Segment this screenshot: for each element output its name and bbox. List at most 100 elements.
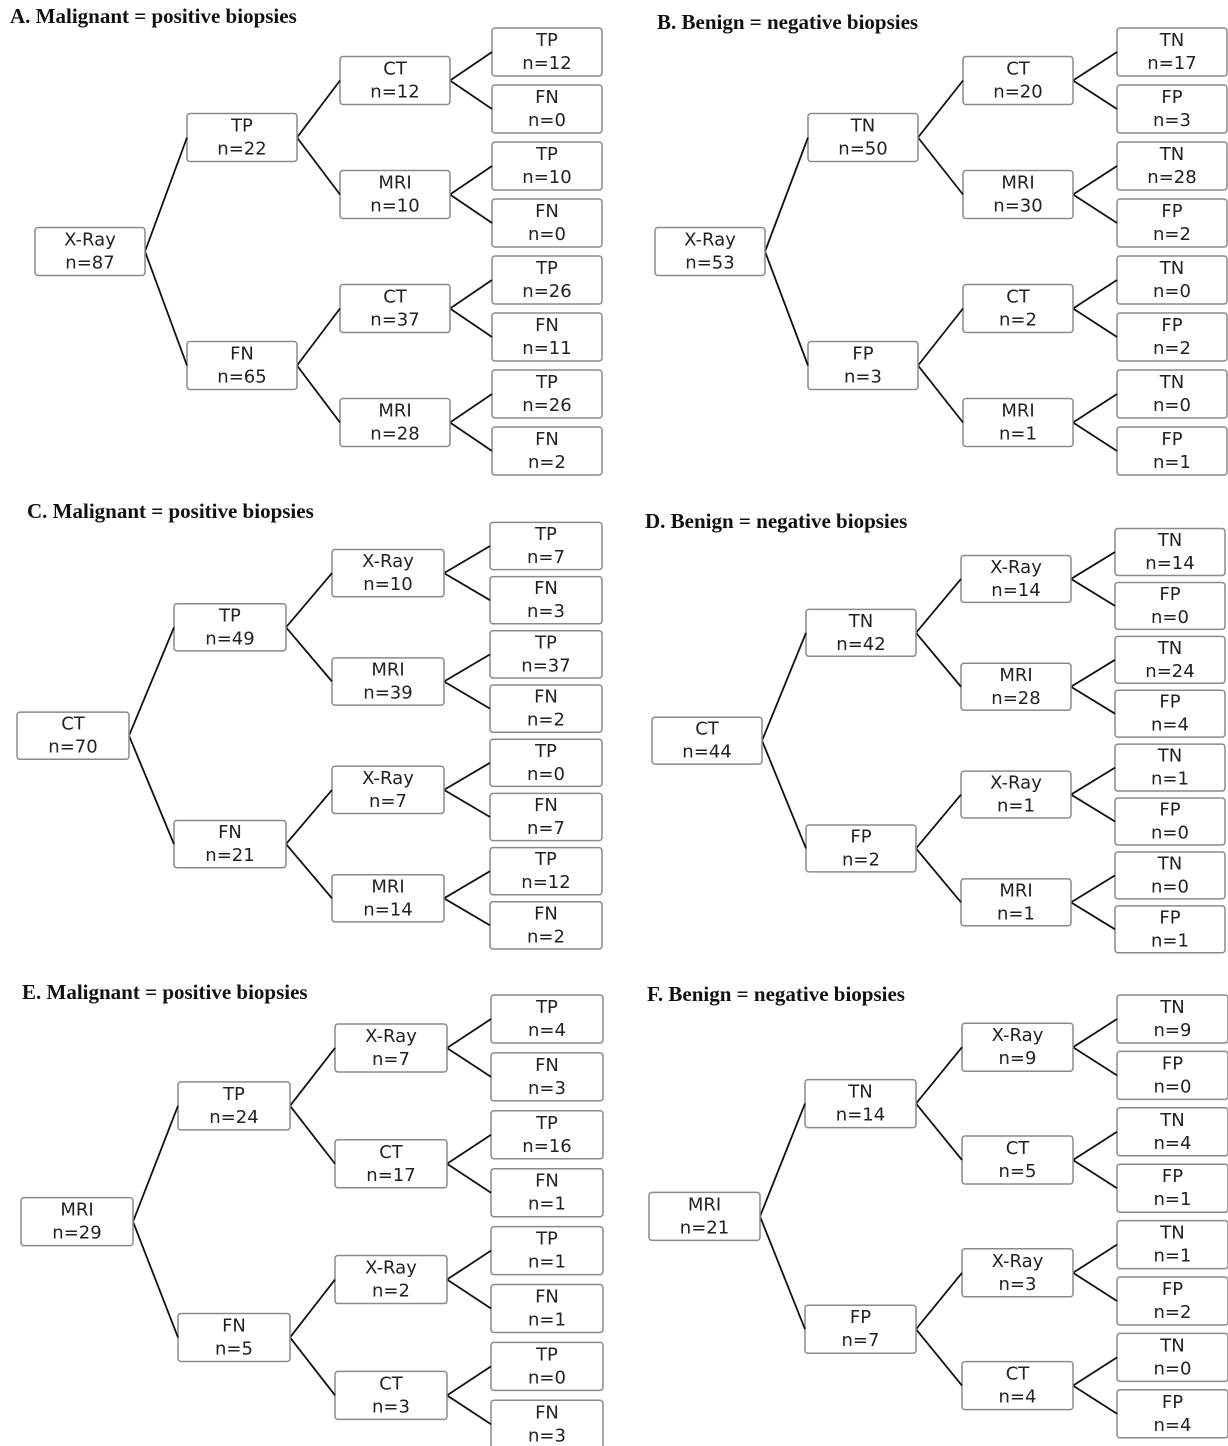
edge	[1072, 1159, 1118, 1189]
node-label: TN	[850, 116, 875, 137]
node-label: FP	[850, 826, 871, 847]
edge	[915, 847, 962, 903]
edge	[1072, 279, 1118, 310]
node-label: TP	[535, 1344, 558, 1365]
edge	[443, 680, 491, 710]
node-label: TN	[1157, 638, 1182, 659]
node-label: X-Ray	[365, 1258, 417, 1279]
node-count: n=7	[527, 547, 565, 568]
node-label: X-Ray	[990, 557, 1042, 578]
node-label: CT	[383, 287, 408, 308]
edge	[1072, 1243, 1118, 1274]
node-count: n=37	[521, 655, 570, 676]
node-label: FP	[1161, 87, 1182, 108]
node-label: TP	[535, 258, 558, 279]
node-label: FN	[535, 1402, 559, 1423]
node-box	[654, 226, 766, 277]
node-count: n=12	[521, 872, 570, 893]
node-label: TN	[1159, 1110, 1184, 1131]
node-count: n=1	[999, 424, 1037, 445]
edge	[1070, 551, 1116, 580]
node-count: n=7	[842, 1330, 880, 1351]
edge	[1072, 193, 1118, 224]
node-label: FP	[1159, 692, 1180, 713]
node-label: MRI	[378, 173, 411, 194]
edge	[132, 1105, 179, 1222]
node-count: n=3	[372, 1396, 410, 1417]
node-count: n=24	[209, 1107, 258, 1128]
node-label: FN	[535, 1055, 559, 1076]
edge	[1070, 685, 1116, 715]
edge	[917, 79, 964, 139]
node-count: n=3	[1153, 110, 1191, 131]
node-count: n=10	[363, 574, 412, 595]
node-label: CT	[61, 714, 86, 735]
edge	[289, 1336, 336, 1396]
node-count: n=20	[993, 82, 1042, 103]
edge	[443, 789, 491, 818]
node-label: TP	[534, 524, 557, 545]
node-label: CT	[1006, 59, 1031, 80]
edge	[285, 789, 333, 845]
node-label: FP	[1162, 1279, 1183, 1300]
edge	[1072, 79, 1118, 110]
node-count: n=12	[522, 53, 571, 74]
node-count: n=4	[528, 1020, 566, 1041]
node-label: TP	[535, 1229, 558, 1250]
node-count: n=1	[1154, 1246, 1192, 1267]
node-count: n=2	[527, 926, 565, 947]
edge	[449, 51, 493, 82]
node-label: FN	[218, 822, 242, 843]
node-label: MRI	[371, 876, 404, 897]
edge	[443, 762, 491, 791]
node-count: n=17	[1147, 53, 1196, 74]
node-label: FN	[535, 1287, 559, 1308]
node-label: X-Ray	[992, 1025, 1044, 1046]
node-count: n=0	[1153, 395, 1191, 416]
node-count: n=2	[528, 452, 566, 473]
node-count: n=2	[1153, 224, 1191, 245]
edge	[285, 572, 333, 628]
node-label: FP	[1161, 429, 1182, 450]
edge	[1070, 901, 1116, 931]
node-label: TN	[1159, 1223, 1184, 1244]
edge	[443, 545, 491, 574]
edge	[915, 1272, 963, 1330]
node-label: FN	[535, 315, 559, 336]
node-box	[489, 630, 603, 679]
node-count: n=87	[65, 253, 114, 274]
edge	[449, 165, 493, 196]
node-label: FN	[230, 344, 254, 365]
node-count: n=1	[1151, 930, 1189, 951]
node-count: n=0	[528, 1367, 566, 1388]
node-count: n=49	[205, 628, 254, 649]
node-count: n=0	[1151, 607, 1189, 628]
edge	[449, 393, 493, 424]
node-count: n=2	[527, 710, 565, 731]
edge	[132, 1221, 179, 1338]
node-count: n=21	[205, 845, 254, 866]
edge	[759, 1216, 806, 1330]
node-label: MRI	[999, 665, 1032, 686]
node-label: CT	[695, 719, 720, 740]
node-label: FN	[535, 201, 559, 222]
node-label: FP	[850, 1307, 871, 1328]
node-label: X-Ray	[362, 551, 414, 572]
edge	[289, 1105, 336, 1165]
edge	[446, 1278, 492, 1310]
node-count: n=1	[528, 1194, 566, 1215]
node-label: X-Ray	[365, 1026, 417, 1047]
node-count: n=1	[997, 903, 1035, 924]
node-label: TN	[1159, 997, 1184, 1018]
node-count: n=0	[527, 764, 565, 785]
node-label: CT	[379, 1142, 404, 1163]
node-count: n=30	[993, 196, 1042, 217]
node-label: TP	[535, 372, 558, 393]
edge	[285, 626, 333, 683]
node-count: n=14	[1145, 553, 1194, 574]
edge	[449, 307, 493, 338]
node-box	[960, 878, 1072, 927]
node-label: CT	[1006, 287, 1031, 308]
edge	[285, 843, 333, 899]
node-label: X-Ray	[992, 1251, 1044, 1272]
